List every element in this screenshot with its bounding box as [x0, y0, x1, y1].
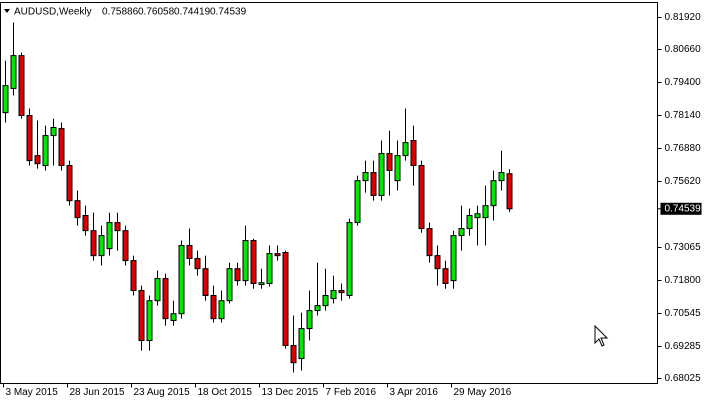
x-tick-label: 23 Aug 2015 [134, 387, 191, 398]
y-tick-label: 0.80660 [665, 44, 702, 55]
candle-body [354, 180, 361, 224]
candle-body [490, 180, 497, 207]
menu-triangle[interactable] [4, 9, 10, 13]
candle-body [122, 230, 129, 262]
candle-body [434, 255, 441, 270]
plot-frame [0, 2, 658, 384]
current-price-label: 0.74539 [665, 203, 702, 214]
ohlc-close: 0.74539 [210, 7, 247, 18]
candle-body [194, 257, 201, 270]
candle-body [90, 230, 97, 257]
candle-body [130, 260, 137, 292]
candle-body [138, 290, 145, 342]
x-tick-label: 18 Oct 2015 [198, 387, 253, 398]
x-tick-label: 7 Feb 2016 [326, 387, 377, 398]
candle-body [146, 300, 153, 342]
x-tick-label: 29 May 2016 [454, 387, 512, 398]
candle-body [394, 155, 401, 182]
y-tick-label: 0.79400 [665, 77, 702, 88]
candle-body [242, 240, 249, 282]
candle-body [402, 142, 409, 157]
x-tick-label: 3 May 2015 [6, 387, 59, 398]
candle-body [210, 294, 217, 320]
candle-body [178, 244, 185, 315]
candle-body [298, 328, 305, 359]
mouse-cursor [594, 324, 609, 347]
candle-body [282, 252, 289, 346]
y-tick-label: 0.81920 [665, 12, 702, 23]
candle-body [378, 153, 385, 196]
candle-body [10, 55, 17, 89]
candle-body [418, 165, 425, 230]
y-tick-label: 0.73065 [665, 242, 702, 253]
candle-body [250, 240, 257, 284]
candle-body [258, 282, 265, 286]
candle-body [18, 55, 25, 117]
ohlc-open: 0.75886 [102, 7, 139, 18]
chart-title: AUDUSD,Weekly [14, 7, 92, 18]
candle-body [506, 173, 513, 210]
x-tick-label: 3 Apr 2016 [390, 387, 439, 398]
candle-body [458, 228, 465, 237]
candle-body [322, 294, 329, 307]
y-tick-label: 0.76880 [665, 143, 702, 154]
y-tick-label: 0.78140 [665, 110, 702, 121]
candle-body [42, 135, 49, 167]
candle-body [482, 205, 489, 219]
candle-body [442, 268, 449, 284]
candle-body [74, 200, 81, 219]
y-tick-label: 0.70545 [665, 308, 702, 319]
candle-body [450, 235, 457, 282]
candle-body [474, 213, 481, 219]
candle-body [290, 344, 297, 364]
y-tick-label: 0.71800 [665, 275, 702, 286]
candle-body [170, 313, 177, 321]
candle-body [50, 127, 57, 137]
candle-body [58, 128, 65, 167]
candle-body [330, 290, 337, 300]
y-tick-label: 0.69285 [665, 341, 702, 352]
candle-body [26, 115, 33, 162]
x-tick-label: 13 Dec 2015 [262, 387, 319, 398]
candle-body [106, 222, 113, 250]
candle-body [66, 165, 73, 202]
candle-body [226, 268, 233, 302]
current-price-box [660, 202, 702, 215]
candle-body [306, 310, 313, 330]
candle-body [234, 268, 241, 282]
candle-body [218, 300, 225, 320]
candle-body [202, 268, 209, 296]
x-tick-label: 28 Jun 2015 [70, 387, 125, 398]
candle-body [114, 222, 121, 232]
candle-body [274, 253, 281, 257]
candle-body [370, 172, 377, 196]
candle-body [34, 155, 41, 165]
candle-body [498, 172, 505, 182]
candle-body [410, 140, 417, 167]
ohlc-low: 0.74419 [174, 7, 211, 18]
candle-body [346, 222, 353, 296]
candle-body [82, 215, 89, 232]
candle-body [98, 235, 105, 257]
candle-body [162, 278, 169, 320]
candle-body [386, 153, 393, 171]
y-tick-label: 0.75620 [665, 176, 702, 187]
candle-body [426, 228, 433, 257]
candle-body [362, 172, 369, 182]
candle-body [154, 278, 161, 302]
candle-body [314, 305, 321, 312]
candle-body [338, 290, 345, 294]
candle-body [2, 85, 9, 114]
candle-body [186, 244, 193, 259]
ohlc-high: 0.76058 [138, 7, 175, 18]
candle-body [266, 253, 273, 284]
y-tick-label: 0.68025 [665, 373, 702, 384]
candle-body [466, 215, 473, 230]
